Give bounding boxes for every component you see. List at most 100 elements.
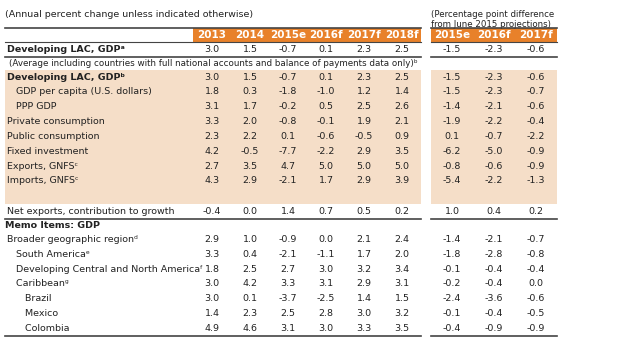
Text: -0.9: -0.9	[527, 147, 545, 156]
Text: 2017f: 2017f	[519, 30, 553, 40]
Bar	[431, 99, 557, 114]
Text: -0.6: -0.6	[485, 162, 503, 170]
Text: -0.4: -0.4	[485, 279, 503, 288]
Text: Fixed investment: Fixed investment	[7, 147, 88, 156]
Text: -2.2: -2.2	[485, 176, 503, 185]
Text: -0.1: -0.1	[443, 265, 461, 273]
Text: 3.0: 3.0	[204, 279, 220, 288]
Text: 3.2: 3.2	[356, 265, 372, 273]
Text: -1.4: -1.4	[443, 102, 461, 111]
Text: 4.2: 4.2	[205, 147, 220, 156]
Text: 5.0: 5.0	[394, 162, 410, 170]
Text: Memo Items: GDP: Memo Items: GDP	[5, 221, 100, 230]
Text: -6.2: -6.2	[443, 147, 461, 156]
Text: 2.5: 2.5	[280, 309, 296, 318]
Text: 0.3: 0.3	[243, 87, 257, 96]
Text: -1.5: -1.5	[443, 73, 461, 82]
Text: -0.4: -0.4	[203, 207, 221, 216]
Bar	[431, 114, 557, 129]
Bar	[431, 28, 557, 42]
Text: -0.9: -0.9	[527, 162, 545, 170]
Text: 2.2: 2.2	[243, 132, 257, 141]
Text: 0.0: 0.0	[319, 235, 333, 244]
Text: 0.5: 0.5	[319, 102, 333, 111]
Text: -0.4: -0.4	[527, 265, 545, 273]
Text: -1.1: -1.1	[317, 250, 335, 259]
Text: -0.4: -0.4	[443, 324, 461, 333]
Text: -0.7: -0.7	[279, 73, 297, 82]
Text: -1.5: -1.5	[443, 87, 461, 96]
Text: 0.5: 0.5	[356, 207, 371, 216]
Text: 2.9: 2.9	[356, 176, 371, 185]
Text: -0.4: -0.4	[485, 265, 503, 273]
Text: -0.5: -0.5	[527, 309, 545, 318]
Text: 2015e: 2015e	[270, 30, 306, 40]
Text: -0.7: -0.7	[527, 235, 545, 244]
Bar	[431, 173, 557, 188]
Text: 0.4: 0.4	[243, 250, 257, 259]
Text: 3.1: 3.1	[280, 324, 296, 333]
Text: 3.0: 3.0	[319, 324, 333, 333]
Text: 1.5: 1.5	[243, 45, 257, 54]
Text: 1.4: 1.4	[280, 207, 296, 216]
Text: 2017f: 2017f	[347, 30, 381, 40]
Bar	[5, 129, 421, 144]
Text: 0.0: 0.0	[529, 279, 543, 288]
Text: 0.1: 0.1	[280, 132, 296, 141]
Text: -2.4: -2.4	[443, 294, 461, 303]
Text: 2016f: 2016f	[477, 30, 511, 40]
Text: -0.1: -0.1	[317, 117, 335, 126]
Text: Developing LAC, GDPᵇ: Developing LAC, GDPᵇ	[7, 73, 125, 82]
Text: Broader geographic regionᵈ: Broader geographic regionᵈ	[7, 235, 138, 244]
Text: 2.1: 2.1	[394, 117, 410, 126]
Text: 4.3: 4.3	[204, 176, 220, 185]
Text: -0.9: -0.9	[485, 324, 503, 333]
Text: -0.6: -0.6	[317, 132, 335, 141]
Text: 3.3: 3.3	[356, 324, 372, 333]
Bar	[5, 99, 421, 114]
Text: -2.3: -2.3	[484, 45, 503, 54]
Text: Public consumption: Public consumption	[7, 132, 99, 141]
Text: 1.5: 1.5	[243, 73, 257, 82]
Text: Developing LAC, GDPᵃ: Developing LAC, GDPᵃ	[7, 45, 125, 54]
Text: -1.5: -1.5	[443, 45, 461, 54]
Bar	[5, 84, 421, 99]
Text: (Annual percent change unless indicated otherwise): (Annual percent change unless indicated …	[5, 10, 253, 19]
Text: 0.1: 0.1	[445, 132, 460, 141]
Text: Caribbeanᵍ: Caribbeanᵍ	[7, 279, 68, 288]
Text: 3.0: 3.0	[204, 294, 220, 303]
Text: Net exports, contribution to growth: Net exports, contribution to growth	[7, 207, 175, 216]
Text: -3.7: -3.7	[279, 294, 297, 303]
Bar	[5, 70, 421, 84]
Text: 3.3: 3.3	[280, 279, 296, 288]
Text: 3.0: 3.0	[204, 73, 220, 82]
Text: -2.1: -2.1	[279, 176, 297, 185]
Text: 3.0: 3.0	[204, 45, 220, 54]
Text: 1.0: 1.0	[243, 235, 257, 244]
Text: -5.4: -5.4	[443, 176, 461, 185]
Text: -0.8: -0.8	[527, 250, 545, 259]
Text: 1.8: 1.8	[205, 265, 220, 273]
Bar	[431, 129, 557, 144]
Text: -0.8: -0.8	[279, 117, 297, 126]
Text: 0.4: 0.4	[486, 207, 502, 216]
Text: 3.1: 3.1	[319, 279, 333, 288]
Text: -0.5: -0.5	[241, 147, 259, 156]
Text: -2.1: -2.1	[485, 235, 503, 244]
Bar	[5, 114, 421, 129]
Text: 3.1: 3.1	[204, 102, 220, 111]
Text: -0.6: -0.6	[527, 102, 545, 111]
Text: 0.1: 0.1	[243, 294, 257, 303]
Text: 2.3: 2.3	[356, 45, 372, 54]
Text: 2.5: 2.5	[356, 102, 371, 111]
Text: -0.4: -0.4	[527, 117, 545, 126]
Text: 0.1: 0.1	[319, 73, 333, 82]
Text: 3.0: 3.0	[356, 309, 372, 318]
Text: -2.1: -2.1	[485, 102, 503, 111]
Text: -1.4: -1.4	[443, 235, 461, 244]
Text: 3.1: 3.1	[394, 279, 410, 288]
Text: 0.0: 0.0	[243, 207, 257, 216]
Text: -0.7: -0.7	[527, 87, 545, 96]
Bar	[431, 84, 557, 99]
Text: 5.0: 5.0	[319, 162, 333, 170]
